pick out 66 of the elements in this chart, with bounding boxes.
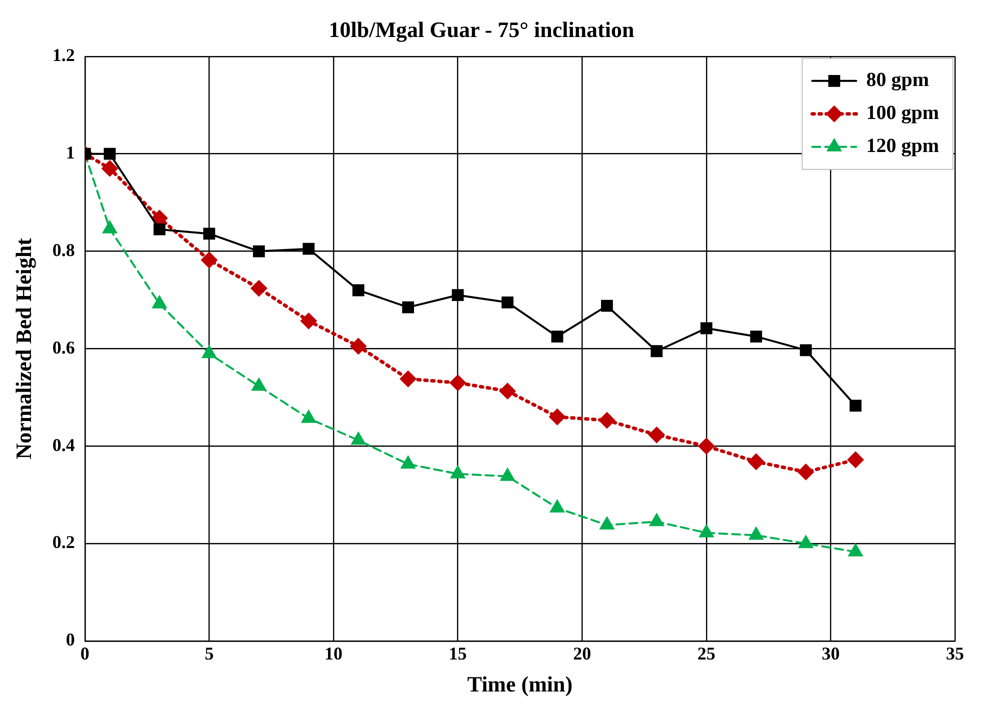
legend-label: 100 gpm bbox=[866, 102, 940, 124]
x-tick-label: 25 bbox=[697, 643, 716, 664]
point bbox=[502, 296, 514, 308]
point bbox=[400, 371, 416, 387]
point bbox=[750, 330, 762, 342]
point bbox=[252, 378, 266, 391]
y-axis-title: Normalized Bed Height bbox=[10, 237, 36, 460]
point bbox=[600, 517, 614, 530]
point bbox=[650, 514, 664, 526]
point bbox=[102, 160, 118, 176]
x-tick-label: 20 bbox=[573, 643, 592, 664]
point bbox=[302, 242, 315, 255]
chart-title: 10lb/Mgal Guar - 75° inclination bbox=[328, 16, 634, 42]
point bbox=[700, 322, 712, 334]
y-tick-label: 0.8 bbox=[52, 240, 75, 260]
point bbox=[698, 438, 714, 454]
x-tick-label: 0 bbox=[80, 643, 90, 664]
y-tick-label: 0.6 bbox=[52, 337, 75, 358]
point bbox=[748, 454, 764, 470]
point bbox=[450, 375, 466, 391]
point bbox=[500, 468, 515, 481]
point bbox=[601, 300, 613, 312]
point bbox=[551, 330, 564, 342]
point bbox=[798, 464, 814, 480]
point bbox=[550, 500, 564, 513]
point bbox=[699, 524, 714, 538]
x-tick-label: 15 bbox=[448, 643, 467, 664]
y-tick-label: 0.4 bbox=[52, 434, 75, 455]
x-tick-label: 35 bbox=[946, 643, 964, 664]
point bbox=[452, 289, 464, 302]
point bbox=[350, 338, 366, 354]
point bbox=[848, 452, 864, 468]
point bbox=[252, 245, 265, 258]
point bbox=[749, 527, 764, 540]
y-tick-label: 1.2 bbox=[52, 45, 75, 66]
point bbox=[850, 400, 862, 412]
x-tick-label: 10 bbox=[324, 643, 342, 664]
point bbox=[800, 344, 812, 356]
point bbox=[300, 313, 316, 329]
y-tick-label: 0 bbox=[66, 630, 75, 650]
y-tick-label: 0.2 bbox=[52, 532, 75, 552]
legend-label: 120 gpm bbox=[866, 135, 940, 158]
point bbox=[402, 301, 414, 314]
point bbox=[549, 409, 565, 425]
x-axis-title: Time (min) bbox=[467, 671, 573, 696]
point bbox=[302, 410, 316, 423]
point bbox=[351, 432, 366, 445]
point bbox=[201, 252, 217, 268]
point bbox=[798, 536, 813, 548]
point bbox=[154, 223, 166, 236]
point bbox=[848, 544, 863, 556]
point bbox=[500, 383, 516, 399]
point bbox=[648, 427, 664, 443]
legend-label: 80 gpm bbox=[866, 69, 930, 92]
point bbox=[202, 346, 216, 358]
point bbox=[203, 228, 216, 240]
point bbox=[352, 284, 364, 296]
point bbox=[599, 412, 615, 428]
x-tick-label: 5 bbox=[204, 643, 214, 664]
point bbox=[251, 280, 267, 296]
point bbox=[450, 466, 465, 478]
x-tick-label: 30 bbox=[822, 643, 840, 664]
y-tick-label: 1 bbox=[66, 142, 75, 162]
point bbox=[650, 345, 663, 358]
point bbox=[104, 148, 116, 160]
point bbox=[401, 456, 416, 469]
